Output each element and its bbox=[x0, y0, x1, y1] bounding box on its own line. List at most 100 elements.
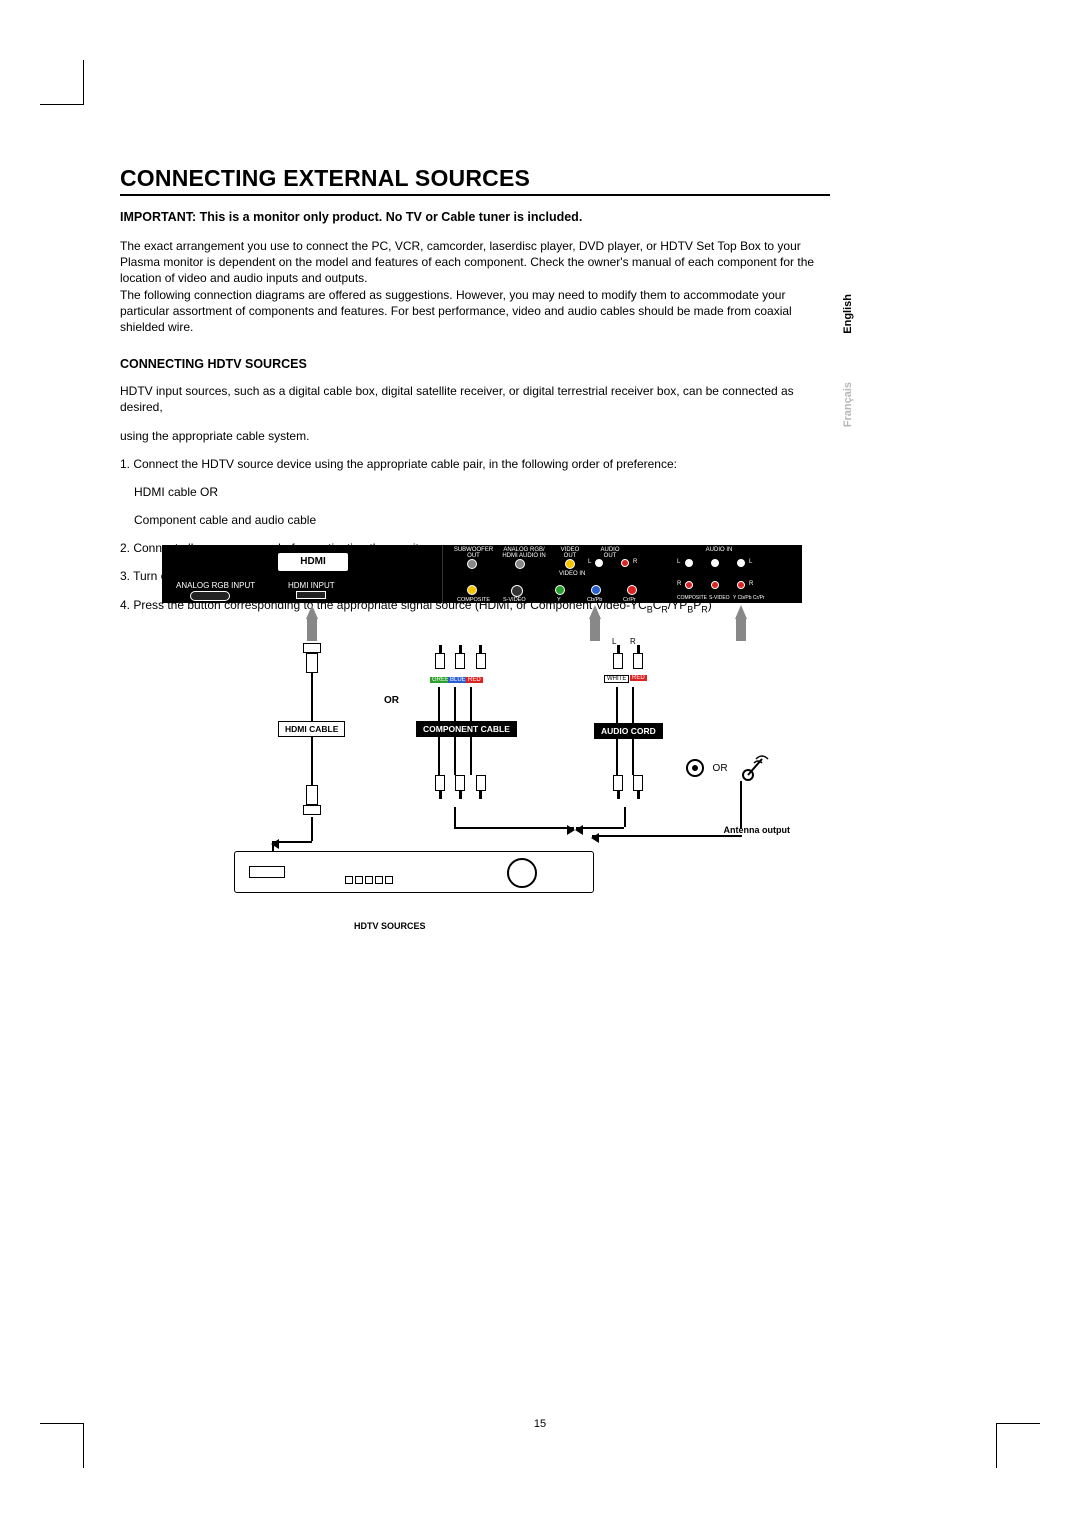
arrow bbox=[454, 827, 574, 829]
label-l: L bbox=[677, 559, 680, 565]
label-subwoofer: SUBWOOFER OUT bbox=[451, 547, 496, 559]
port-audio-in-r bbox=[737, 559, 745, 567]
label-cb: Y Cb/Pb Cr/Pr bbox=[733, 595, 765, 601]
port-audio-out-r bbox=[621, 559, 629, 567]
label-svideo: S-VIDEO bbox=[709, 595, 730, 601]
arrow-head bbox=[735, 605, 747, 619]
label-r: R bbox=[749, 581, 753, 587]
arrow bbox=[736, 617, 746, 641]
cable-line bbox=[454, 807, 456, 827]
arrow-head bbox=[589, 605, 601, 619]
label-audio-in: AUDIO IN bbox=[699, 547, 739, 553]
label-l: L bbox=[612, 637, 616, 646]
label-hdmi-cable: HDMI CABLE bbox=[278, 721, 345, 737]
arrow-head bbox=[306, 605, 318, 619]
hdmi-connector-bottom bbox=[306, 785, 318, 819]
tag-red: RED bbox=[466, 677, 483, 683]
arrow bbox=[592, 835, 742, 837]
intro-para-2: The following connection diagrams are of… bbox=[120, 287, 830, 336]
page-number: 15 bbox=[534, 1418, 546, 1430]
tab-english[interactable]: English bbox=[838, 284, 858, 344]
tag-blue: BLUE bbox=[448, 677, 468, 683]
cable-line bbox=[632, 739, 634, 775]
label-y: Y bbox=[557, 597, 561, 603]
label-composite: COMPOSITE bbox=[457, 597, 490, 603]
label-r: R bbox=[677, 581, 681, 587]
cable-line bbox=[438, 737, 440, 775]
cable-line bbox=[616, 739, 618, 775]
crop-mark bbox=[996, 1423, 1040, 1424]
cable-line bbox=[632, 687, 634, 723]
cable-line bbox=[624, 807, 626, 827]
cable-line bbox=[470, 737, 472, 775]
body-line: HDTV input sources, such as a digital ca… bbox=[120, 383, 830, 415]
crop-mark bbox=[83, 60, 84, 105]
page: English Français CONNECTING EXTERNAL SOU… bbox=[0, 0, 1080, 1528]
cable-line bbox=[740, 781, 742, 829]
hdtv-set-top-box bbox=[234, 851, 594, 893]
port-audio-out-l bbox=[595, 559, 603, 567]
label-l: L bbox=[749, 559, 752, 565]
arrow bbox=[307, 617, 317, 641]
label-r: R bbox=[633, 559, 637, 565]
port-audio-in-c bbox=[711, 559, 719, 567]
port-y bbox=[555, 585, 565, 595]
component-rca-bottom bbox=[432, 775, 489, 806]
stb-buttons bbox=[345, 876, 415, 886]
audio-rca-top bbox=[610, 645, 646, 676]
tab-francais[interactable]: Français bbox=[838, 372, 858, 437]
label-l: L bbox=[588, 559, 591, 565]
hdmi-connector-top bbox=[306, 643, 318, 677]
label-r: R bbox=[630, 637, 636, 646]
cable-line bbox=[454, 687, 456, 721]
cable-line bbox=[311, 737, 313, 785]
stb-slot bbox=[249, 866, 285, 878]
language-tabs: English Français bbox=[838, 284, 858, 437]
crop-mark bbox=[83, 1423, 84, 1468]
port-cb bbox=[591, 585, 601, 595]
label-composite: COMPOSITE bbox=[677, 595, 707, 601]
label-svideo: S-VIDEO bbox=[503, 597, 526, 603]
label-analog-rgb-audio: ANALOG RGB/ HDMI AUDIO IN bbox=[499, 547, 549, 559]
monitor-back-panel-left: ANALOG RGB INPUT HDMI INPUT HDMI bbox=[162, 545, 442, 603]
label-component-cable: COMPONENT CABLE bbox=[416, 721, 517, 737]
label-or: OR bbox=[384, 695, 399, 706]
port-subwoofer bbox=[467, 559, 477, 569]
important-note: IMPORTANT: This is a monitor only produc… bbox=[120, 210, 830, 224]
cable-line bbox=[311, 817, 313, 841]
step-1: 1. Connect the HDTV source device using … bbox=[120, 456, 830, 472]
page-title: CONNECTING EXTERNAL SOURCES bbox=[120, 165, 830, 196]
arrow bbox=[590, 617, 600, 641]
arrow bbox=[576, 827, 624, 829]
connection-diagram: ANALOG RGB INPUT HDMI INPUT HDMI SUBWOOF… bbox=[162, 545, 802, 915]
port-video-out bbox=[565, 559, 575, 569]
crop-mark bbox=[996, 1423, 997, 1468]
port-audio-in-r2 bbox=[711, 581, 719, 589]
port-audio-rgb bbox=[515, 559, 525, 569]
vga-port bbox=[190, 591, 230, 601]
label-video-out: VIDEO OUT bbox=[555, 547, 585, 559]
monitor-back-panel-right: SUBWOOFER OUT ANALOG RGB/ HDMI AUDIO IN … bbox=[442, 545, 802, 603]
cable-line bbox=[311, 673, 313, 721]
section-subhead: CONNECTING HDTV SOURCES bbox=[120, 357, 830, 371]
label-audio-out: AUDIO OUT bbox=[595, 547, 625, 559]
crop-mark bbox=[40, 104, 84, 105]
port-audio-in-r3 bbox=[737, 581, 745, 589]
step-1a: HDMI cable OR bbox=[120, 484, 830, 500]
intro-para-1: The exact arrangement you use to connect… bbox=[120, 238, 830, 287]
label-or: OR bbox=[713, 763, 728, 774]
hdmi-logo: HDMI bbox=[278, 553, 348, 571]
step-1b: Component cable and audio cable bbox=[120, 512, 830, 528]
cable-line bbox=[616, 687, 618, 723]
arrow bbox=[272, 841, 312, 843]
antenna-icon bbox=[736, 755, 770, 781]
cable-line bbox=[454, 737, 456, 775]
component-rca-top bbox=[432, 645, 489, 676]
label-cb: Cb/Pb bbox=[587, 597, 602, 603]
cable-line bbox=[438, 687, 440, 721]
tag-red: RED bbox=[630, 675, 647, 681]
label-antenna-output: Antenna output bbox=[724, 825, 791, 835]
port-composite bbox=[467, 585, 477, 595]
port-audio-in-r1 bbox=[685, 581, 693, 589]
label-hdmi-input: HDMI INPUT bbox=[288, 581, 335, 590]
